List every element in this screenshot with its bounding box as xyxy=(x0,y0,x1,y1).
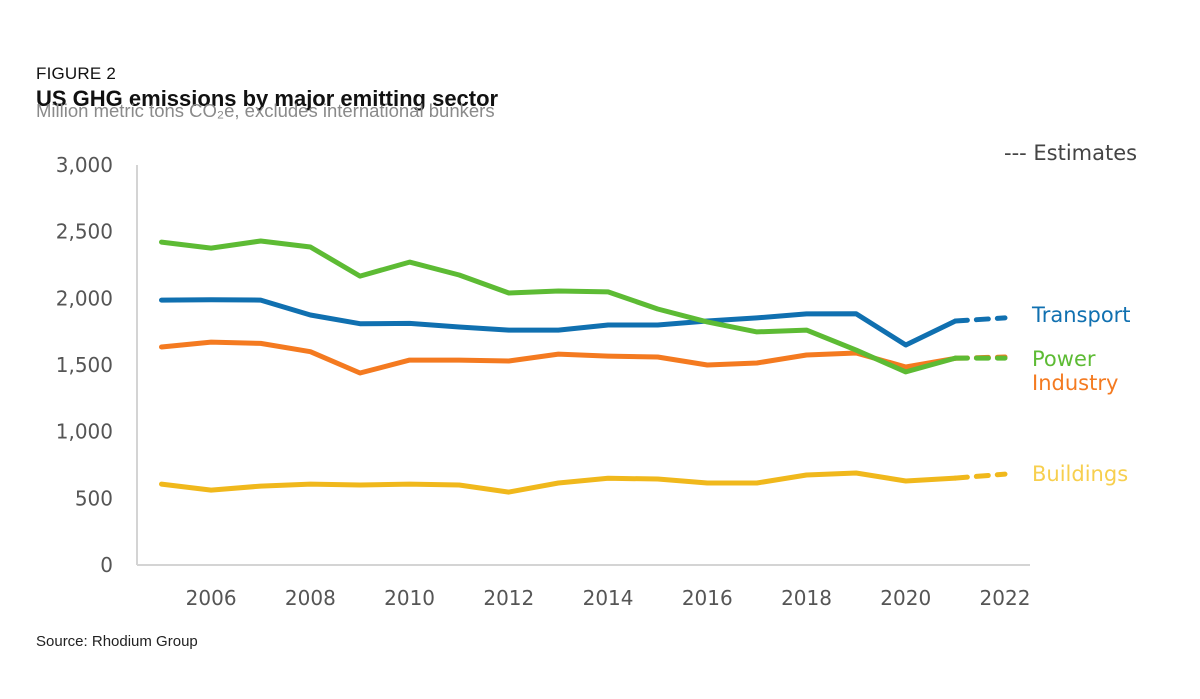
series-line-buildings xyxy=(159,470,958,495)
y-tick-label: 3,000 xyxy=(56,153,113,177)
x-tick-label: 2014 xyxy=(583,586,634,610)
y-tick-label: 0 xyxy=(100,553,113,577)
source-note: Source: Rhodium Group xyxy=(36,633,198,650)
series-estimate-transport xyxy=(952,315,1008,324)
series-estimate-buildings xyxy=(952,471,1008,481)
x-tick-label: 2006 xyxy=(186,586,237,610)
series-line-power xyxy=(159,238,958,375)
estimates-legend: --- Estimates xyxy=(1004,141,1137,165)
series-label-transport: Transport xyxy=(1031,303,1131,327)
series-label-power: Power xyxy=(1032,347,1096,371)
y-tick-label: 500 xyxy=(75,486,113,510)
series-label-buildings: Buildings xyxy=(1032,462,1128,486)
y-tick-label: 2,500 xyxy=(56,220,113,244)
series-lines xyxy=(159,238,1008,495)
y-tick-label: 1,000 xyxy=(56,420,113,444)
figure-label: FIGURE 2 xyxy=(36,64,117,83)
chart-title: US GHG emissions by major emitting secto… xyxy=(36,86,499,111)
chart-subtitle: Million metric tons CO₂e, excludes inter… xyxy=(36,100,495,121)
axes: 0 500 1,000 1,500 2,000 2,500 3,000 2006 2008 201… xyxy=(56,153,1031,610)
x-tick-label: 2020 xyxy=(880,586,931,610)
y-tick-label: 1,500 xyxy=(56,353,113,377)
x-tick-label: 2008 xyxy=(285,586,336,610)
series-label-industry: Industry xyxy=(1032,371,1118,395)
x-tick-label: 2012 xyxy=(483,586,534,610)
x-tick-label: 2018 xyxy=(781,586,832,610)
x-tick-label: 2022 xyxy=(980,586,1031,610)
y-tick-label: 2,000 xyxy=(56,286,113,310)
x-tick-label: 2010 xyxy=(384,586,435,610)
series-line-industry xyxy=(159,339,958,376)
series-line-transport xyxy=(159,297,958,348)
x-tick-label: 2016 xyxy=(682,586,733,610)
